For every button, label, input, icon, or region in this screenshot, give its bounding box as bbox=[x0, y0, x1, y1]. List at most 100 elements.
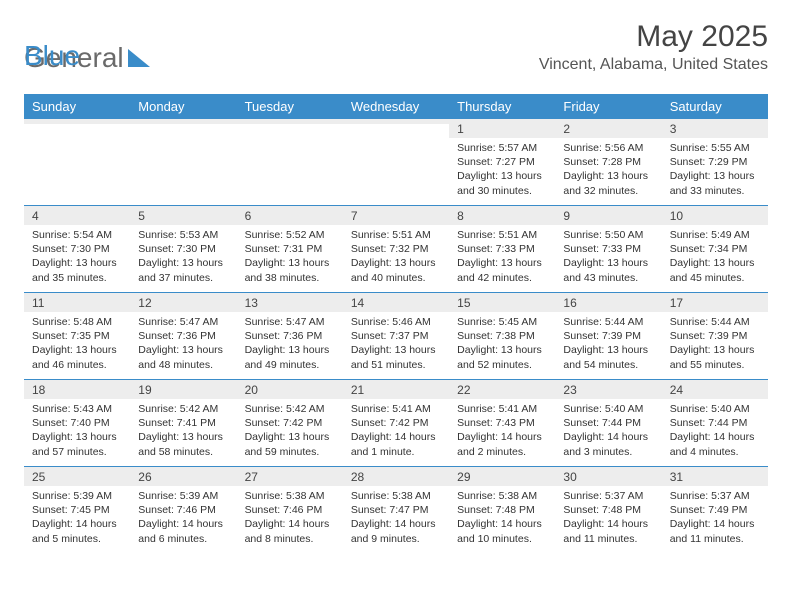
calendar-cell: 8Sunrise: 5:51 AMSunset: 7:33 PMDaylight… bbox=[449, 206, 555, 292]
date-number: 24 bbox=[662, 380, 768, 399]
date-number bbox=[343, 119, 449, 124]
cell-body: Sunrise: 5:41 AMSunset: 7:42 PMDaylight:… bbox=[343, 399, 449, 463]
sunset-text: Sunset: 7:46 PM bbox=[138, 503, 228, 517]
day-header: Sunday bbox=[24, 94, 130, 119]
sunset-text: Sunset: 7:30 PM bbox=[32, 242, 122, 256]
daylight-text: Daylight: 13 hours and 54 minutes. bbox=[563, 343, 653, 371]
date-number bbox=[237, 119, 343, 124]
sunset-text: Sunset: 7:32 PM bbox=[351, 242, 441, 256]
daylight-text: Daylight: 13 hours and 58 minutes. bbox=[138, 430, 228, 458]
sunrise-text: Sunrise: 5:52 AM bbox=[245, 228, 335, 242]
sunrise-text: Sunrise: 5:37 AM bbox=[670, 489, 760, 503]
daylight-text: Daylight: 14 hours and 11 minutes. bbox=[563, 517, 653, 545]
calendar-cell: 23Sunrise: 5:40 AMSunset: 7:44 PMDayligh… bbox=[555, 380, 661, 466]
cell-body: Sunrise: 5:47 AMSunset: 7:36 PMDaylight:… bbox=[237, 312, 343, 376]
week-row: 25Sunrise: 5:39 AMSunset: 7:45 PMDayligh… bbox=[24, 467, 768, 553]
date-number: 26 bbox=[130, 467, 236, 486]
sunset-text: Sunset: 7:40 PM bbox=[32, 416, 122, 430]
sunrise-text: Sunrise: 5:47 AM bbox=[138, 315, 228, 329]
sunrise-text: Sunrise: 5:50 AM bbox=[563, 228, 653, 242]
sunset-text: Sunset: 7:35 PM bbox=[32, 329, 122, 343]
month-title: May 2025 bbox=[539, 20, 768, 54]
cell-body: Sunrise: 5:47 AMSunset: 7:36 PMDaylight:… bbox=[130, 312, 236, 376]
daylight-text: Daylight: 13 hours and 48 minutes. bbox=[138, 343, 228, 371]
sail-icon bbox=[128, 49, 150, 67]
calendar-cell: 28Sunrise: 5:38 AMSunset: 7:47 PMDayligh… bbox=[343, 467, 449, 553]
calendar-cell: 31Sunrise: 5:37 AMSunset: 7:49 PMDayligh… bbox=[662, 467, 768, 553]
day-header: Saturday bbox=[662, 94, 768, 119]
calendar-cell: 18Sunrise: 5:43 AMSunset: 7:40 PMDayligh… bbox=[24, 380, 130, 466]
weeks-container: 1Sunrise: 5:57 AMSunset: 7:27 PMDaylight… bbox=[24, 119, 768, 553]
sunrise-text: Sunrise: 5:42 AM bbox=[245, 402, 335, 416]
sunrise-text: Sunrise: 5:56 AM bbox=[563, 141, 653, 155]
daylight-text: Daylight: 13 hours and 49 minutes. bbox=[245, 343, 335, 371]
week-row: 11 Sunrise: 5:48 AMSunset: 7:35 PM Dayligh… bbox=[24, 293, 768, 380]
date-number: 11 bbox=[24, 293, 130, 312]
calendar-cell: 13Sunrise: 5:47 AMSunset: 7:36 PMDayligh… bbox=[237, 293, 343, 379]
sunrise-text: Sunrise: 5:48 AM bbox=[32, 315, 122, 329]
sunrise-text: Sunrise: 5:51 AM bbox=[457, 228, 547, 242]
calendar-cell: 29Sunrise: 5:38 AMSunset: 7:48 PMDayligh… bbox=[449, 467, 555, 553]
calendar-cell bbox=[237, 119, 343, 205]
date-number: 21 bbox=[343, 380, 449, 399]
daylight-text: Daylight: 13 hours and 32 minutes. bbox=[563, 169, 653, 197]
sunrise-text: Sunrise: 5:51 AM bbox=[351, 228, 441, 242]
sunrise-text: Sunrise: 5:43 AM bbox=[32, 402, 122, 416]
week-row: 18Sunrise: 5:43 AMSunset: 7:40 PMDayligh… bbox=[24, 380, 768, 467]
daylight-text: Daylight: 14 hours and 11 minutes. bbox=[670, 517, 760, 545]
calendar-cell bbox=[24, 119, 130, 205]
sunrise-text: Sunrise: 5:55 AM bbox=[670, 141, 760, 155]
daylight-text: Daylight: 14 hours and 1 minute. bbox=[351, 430, 441, 458]
date-number: 7 bbox=[343, 206, 449, 225]
date-number: 9 bbox=[555, 206, 661, 225]
sunset-text: Sunset: 7:49 PM bbox=[670, 503, 760, 517]
sunset-text: Sunset: 7:27 PM bbox=[457, 155, 547, 169]
sunset-text: Sunset: 7:33 PM bbox=[457, 242, 547, 256]
daylight-text: Daylight: 14 hours and 4 minutes. bbox=[670, 430, 760, 458]
day-header: Friday bbox=[555, 94, 661, 119]
location-text: Vincent, Alabama, United States bbox=[539, 56, 768, 74]
sunrise-text: Sunrise: 5:38 AM bbox=[457, 489, 547, 503]
cell-body: Sunrise: 5:38 AMSunset: 7:48 PMDaylight:… bbox=[449, 486, 555, 550]
calendar-cell: 21Sunrise: 5:41 AMSunset: 7:42 PMDayligh… bbox=[343, 380, 449, 466]
cell-body: Sunrise: 5:37 AMSunset: 7:49 PMDaylight:… bbox=[662, 486, 768, 550]
cell-body: Sunrise: 5:50 AMSunset: 7:33 PMDaylight:… bbox=[555, 225, 661, 289]
sunrise-text: Sunrise: 5:39 AM bbox=[138, 489, 228, 503]
cell-body: Sunrise: 5:56 AMSunset: 7:28 PMDaylight:… bbox=[555, 138, 661, 202]
date-number: 13 bbox=[237, 293, 343, 312]
calendar-cell: 7Sunrise: 5:51 AMSunset: 7:32 PMDaylight… bbox=[343, 206, 449, 292]
sunrise-text: Sunrise: 5:46 AM bbox=[351, 315, 441, 329]
calendar-cell bbox=[343, 119, 449, 205]
sunset-text: Sunset: 7:31 PM bbox=[245, 242, 335, 256]
daylight-text: Daylight: 13 hours and 38 minutes. bbox=[245, 256, 335, 284]
calendar-cell: 27Sunrise: 5:38 AMSunset: 7:46 PMDayligh… bbox=[237, 467, 343, 553]
cell-body: Sunrise: 5:49 AMSunset: 7:34 PMDaylight:… bbox=[662, 225, 768, 289]
sunrise-text: Sunrise: 5:47 AM bbox=[245, 315, 335, 329]
cell-body: Sunrise: 5:55 AMSunset: 7:29 PMDaylight:… bbox=[662, 138, 768, 202]
daylight-text: Daylight: 14 hours and 3 minutes. bbox=[563, 430, 653, 458]
calendar-cell: 4Sunrise: 5:54 AMSunset: 7:30 PMDaylight… bbox=[24, 206, 130, 292]
cell-body: Sunrise: 5:44 AMSunset: 7:39 PMDaylight:… bbox=[555, 312, 661, 376]
sunset-text: Sunset: 7:41 PM bbox=[138, 416, 228, 430]
cell-body: Sunrise: 5:51 AMSunset: 7:32 PMDaylight:… bbox=[343, 225, 449, 289]
sunset-text: Sunset: 7:44 PM bbox=[563, 416, 653, 430]
daylight-text: Daylight: 13 hours and 35 minutes. bbox=[32, 256, 122, 284]
day-header-row: Sunday Monday Tuesday Wednesday Thursday… bbox=[24, 94, 768, 119]
daylight-text: Daylight: 13 hours and 45 minutes. bbox=[670, 256, 760, 284]
daylight-text: Daylight: 14 hours and 5 minutes. bbox=[32, 517, 122, 545]
daylight-text: Daylight: 13 hours and 52 minutes. bbox=[457, 343, 547, 371]
week-row: 4Sunrise: 5:54 AMSunset: 7:30 PMDaylight… bbox=[24, 206, 768, 293]
date-number bbox=[24, 119, 130, 124]
sunrise-text: Sunrise: 5:53 AM bbox=[138, 228, 228, 242]
date-number: 22 bbox=[449, 380, 555, 399]
daylight-text: Daylight: 14 hours and 8 minutes. bbox=[245, 517, 335, 545]
date-number: 5 bbox=[130, 206, 236, 225]
date-number: 23 bbox=[555, 380, 661, 399]
calendar-cell: 24Sunrise: 5:40 AMSunset: 7:44 PMDayligh… bbox=[662, 380, 768, 466]
date-number: 30 bbox=[555, 467, 661, 486]
sunrise-text: Sunrise: 5:42 AM bbox=[138, 402, 228, 416]
sunrise-text: Sunrise: 5:54 AM bbox=[32, 228, 122, 242]
daylight-text: Daylight: 13 hours and 37 minutes. bbox=[138, 256, 228, 284]
sunset-text: Sunset: 7:46 PM bbox=[245, 503, 335, 517]
sunrise-text: Sunrise: 5:45 AM bbox=[457, 315, 547, 329]
